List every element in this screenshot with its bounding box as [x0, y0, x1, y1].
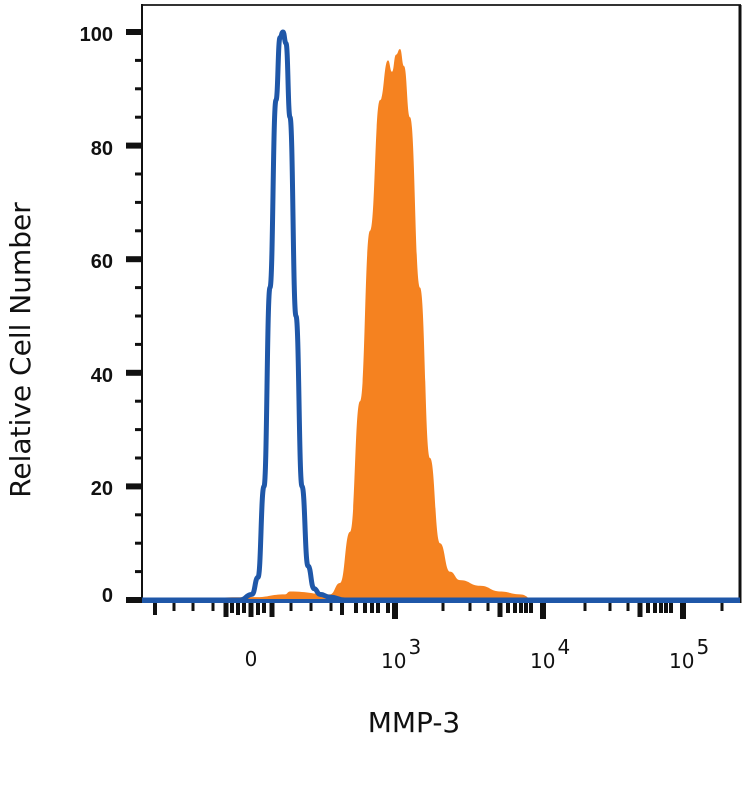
y-tick-label-100: 100 — [80, 24, 113, 46]
y-axis-tick-labels: 100 80 60 40 20 0 — [80, 24, 113, 607]
plot-frame — [141, 4, 742, 603]
isotype-control-histogram — [141, 29, 740, 603]
x-tick-label-0: 0 — [245, 647, 258, 671]
y-tick-label-80: 80 — [91, 138, 113, 160]
x-tick-label-10e5: 105 — [669, 635, 709, 673]
y-tick-label-20: 20 — [91, 478, 113, 500]
x-tick-label-10e3: 103 — [381, 635, 421, 673]
x-axis-title: MMP-3 — [368, 706, 461, 739]
y-axis-title: Relative Cell Number — [4, 202, 37, 498]
mmp3-stained-histogram — [142, 49, 740, 601]
y-tick-label-40: 40 — [91, 365, 113, 387]
x-axis-tick-labels: 0 103 104 105 — [245, 635, 710, 673]
x-tick-label-10e4: 104 — [530, 635, 570, 673]
x-axis-ticks — [153, 603, 724, 619]
y-tick-label-0: 0 — [102, 585, 113, 607]
y-axis-ticks — [126, 29, 142, 603]
y-tick-label-60: 60 — [91, 251, 113, 273]
